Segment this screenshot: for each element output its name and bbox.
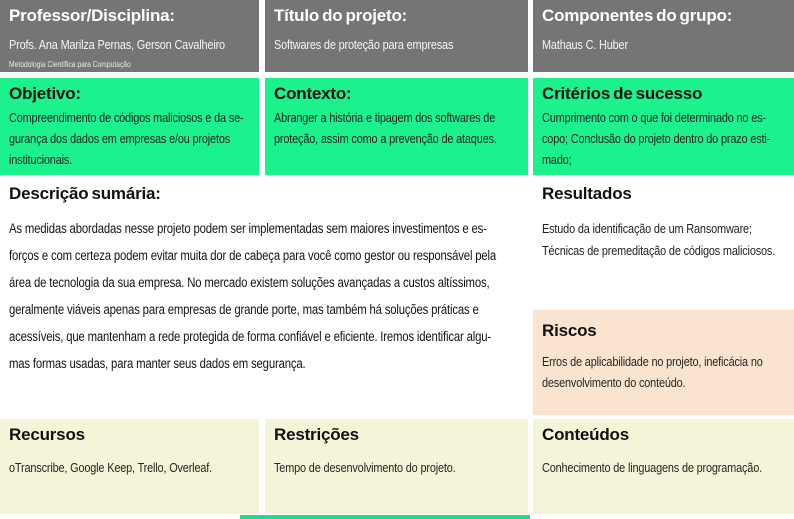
criterios-sucesso-text: Cumprimento com o que foi determinado no… bbox=[542, 110, 771, 167]
descricao-sumaria-heading: Descrição sumária: bbox=[9, 184, 161, 203]
cell-criterios-sucesso: Critérios de sucesso Cumprimento com o q… bbox=[533, 78, 794, 175]
cell-descricao-sumaria: Descrição sumária: As medidas abordadas … bbox=[0, 178, 532, 415]
riscos-text: Erros de aplicabilidade no projeto, inef… bbox=[542, 354, 763, 390]
objetivo-heading: Objetivo: bbox=[9, 84, 81, 103]
disciplina-note: Metodologia Científica para Computação bbox=[9, 60, 131, 69]
cell-recursos: Recursos oTranscribe, Google Keep, Trell… bbox=[0, 419, 259, 514]
objetivo-text: Compreendimento de códigos maliciosos e … bbox=[9, 110, 244, 167]
bottom-green-strip bbox=[240, 515, 530, 519]
cell-restricoes: Restrições Tempo de desenvolvimento do p… bbox=[265, 419, 528, 514]
cell-titulo-projeto: Título do projeto: Softwares de proteção… bbox=[265, 0, 528, 72]
cell-componentes-grupo: Componentes do grupo: Mathaus C. Huber bbox=[533, 0, 794, 72]
cell-professor-disciplina: Professor/Disciplina: Profs. Ana Marilza… bbox=[0, 0, 259, 72]
cell-contexto: Contexto: Abranger a história e tipagem … bbox=[265, 78, 528, 175]
titulo-projeto-text: Softwares de proteção para empresas bbox=[274, 37, 454, 52]
contexto-text: Abranger a história e tipagem dos softwa… bbox=[274, 110, 497, 146]
recursos-text: oTranscribe, Google Keep, Trello, Overle… bbox=[9, 460, 212, 475]
contexto-heading: Contexto: bbox=[274, 84, 352, 103]
criterios-sucesso-heading: Critérios de sucesso bbox=[542, 84, 703, 103]
componentes-grupo-heading: Componentes do grupo: bbox=[542, 6, 733, 25]
riscos-heading: Riscos bbox=[542, 321, 597, 340]
titulo-projeto-heading: Título do projeto: bbox=[274, 6, 408, 25]
conteudos-heading: Conteúdos bbox=[542, 425, 629, 444]
professor-names: Profs. Ana Marilza Pernas, Gerson Cavalh… bbox=[9, 37, 225, 52]
restricoes-heading: Restrições bbox=[274, 425, 359, 444]
recursos-heading: Recursos bbox=[9, 425, 85, 444]
cell-resultados: Resultados Estudo da identificação de um… bbox=[533, 178, 794, 306]
componentes-grupo-text: Mathaus C. Huber bbox=[542, 37, 628, 52]
descricao-sumaria-text: As medidas abordadas nesse projeto podem… bbox=[9, 221, 497, 371]
resultados-heading: Resultados bbox=[542, 184, 632, 203]
cell-objetivo: Objetivo: Compreendimento de códigos mal… bbox=[0, 78, 259, 175]
cell-riscos: Riscos Erros de aplicabilidade no projet… bbox=[533, 310, 794, 415]
resultados-text: Estudo da identificação de um Ransomware… bbox=[542, 221, 776, 258]
cell-conteudos: Conteúdos Conhecimento de linguagens de … bbox=[533, 419, 794, 514]
restricoes-text: Tempo de desenvolvimento do projeto. bbox=[274, 460, 456, 475]
professor-disciplina-heading: Professor/Disciplina: bbox=[9, 6, 175, 25]
conteudos-text: Conhecimento de linguagens de programaçã… bbox=[542, 460, 762, 475]
